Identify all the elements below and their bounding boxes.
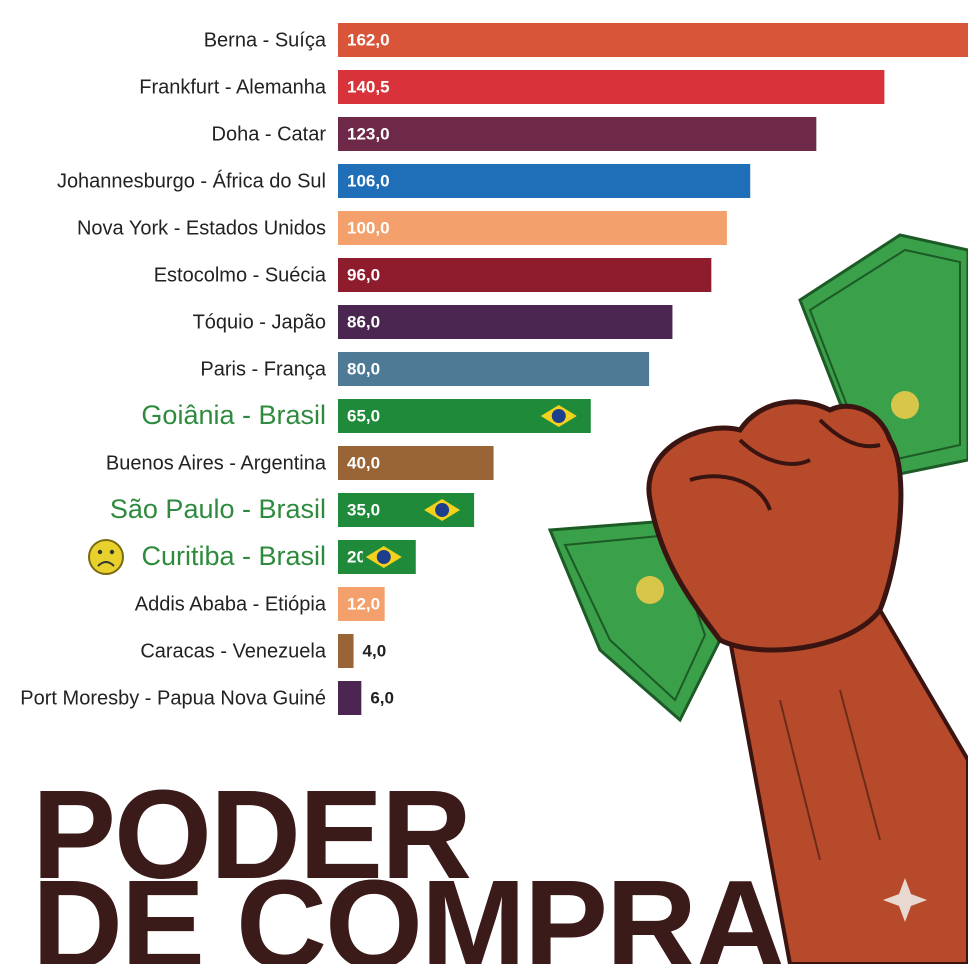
sparkle [883,878,927,922]
category-label: Addis Ababa - Etiópia [135,593,327,615]
value-label: 40,0 [347,453,380,472]
sad-face-emoji [88,539,124,575]
category-label: Buenos Aires - Argentina [106,452,327,474]
bar [338,681,362,715]
category-label: Frankfurt - Alemanha [139,76,327,98]
bar [338,634,354,668]
fist-illustration [547,233,968,964]
category-label: Paris - França [200,358,326,380]
brazil-flag [362,544,405,570]
value-label: 65,0 [347,406,380,425]
category-label: Nova York - Estados Unidos [77,217,326,239]
bar [338,446,494,480]
brazil-flag [537,403,580,429]
value-label: 80,0 [347,359,380,378]
bar [338,117,817,151]
category-label: Caracas - Venezuela [140,640,327,662]
title-line: DE COMPRA [32,854,786,964]
bar [338,305,673,339]
category-label: Estocolmo - Suécia [154,264,327,286]
value-label: 123,0 [347,124,390,143]
category-label: Johannesburgo - África do Sul [57,169,326,192]
flag-globe [376,550,391,564]
bar [338,258,712,292]
flag-globe [435,503,450,517]
value-label: 4,0 [363,641,387,660]
brazil-flag [421,497,464,523]
value-label: 6,0 [370,688,394,707]
value-label: 100,0 [347,218,390,237]
bar [338,164,751,198]
bar [338,211,727,245]
value-label: 106,0 [347,171,390,190]
bar [338,587,385,621]
category-label: São Paulo - Brasil [110,494,326,524]
title-line: PODER [32,764,472,905]
value-label: 86,0 [347,312,380,331]
value-label: 162,0 [347,30,390,49]
value-label: 35,0 [347,500,380,519]
value-label: 96,0 [347,265,380,284]
bar [338,70,885,104]
category-label: Curitiba - Brasil [141,541,326,571]
value-label: 140,5 [347,77,390,96]
category-label: Tóquio - Japão [193,311,326,333]
bar [338,23,968,57]
bar [338,352,650,386]
category-label: Doha - Catar [212,123,327,145]
category-label: Goiânia - Brasil [141,400,326,430]
category-label: Berna - Suíça [204,29,327,51]
value-label: 12,0 [347,594,380,613]
category-label: Port Moresby - Papua Nova Guiné [20,687,326,709]
flag-globe [551,409,566,423]
